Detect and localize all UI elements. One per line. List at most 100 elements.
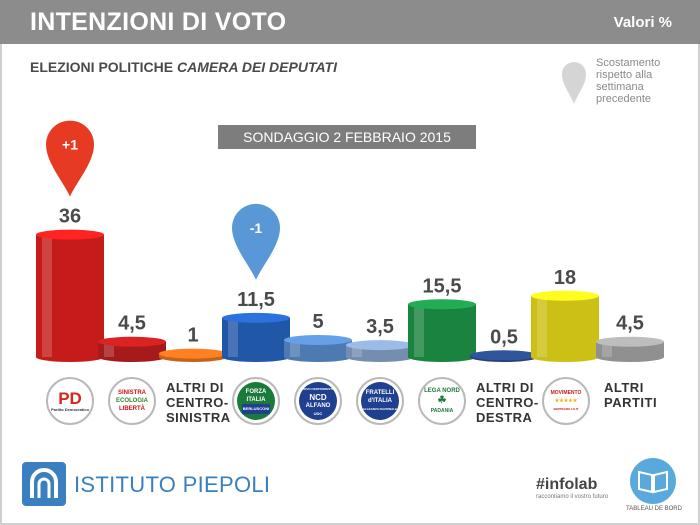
chart-title: INTENZIONI DI VOTO (30, 8, 287, 36)
label-line: ALTRI DI (476, 380, 534, 395)
sel-logo-line3: LIBERTÀ (119, 406, 145, 412)
subtitle-part2: CAMERA DEI DEPUTATI (177, 59, 337, 75)
bar-10 (596, 336, 664, 362)
label-line: ALTRI (604, 380, 644, 395)
value-label: 11,5 (237, 289, 275, 311)
bar-5 (284, 335, 352, 362)
bar-top (98, 336, 166, 347)
fdi-logo: FRATELLI d'ITALIA ALLEANZA NAZIONALE (356, 377, 404, 425)
bar-body (284, 340, 352, 362)
bar-highlight (42, 234, 52, 357)
change-label: +1 (62, 137, 78, 153)
sel-logo-line1: SINISTRA (117, 390, 146, 396)
fi-logo-line3: BERLUSCONI (241, 404, 271, 414)
poll-date-box: SONDAGGIO 2 FEBBRAIO 2015 (218, 125, 476, 149)
bar-top (284, 335, 352, 345)
ncd-logo-line3: ALFANO (305, 402, 331, 409)
bar-3 (159, 348, 227, 362)
value-label: 15,5 (423, 275, 462, 297)
bar-body (36, 234, 104, 362)
label-altri-centro-destra: ALTRI DI CENTRO- DESTRA (476, 380, 539, 425)
bar-highlight (290, 340, 300, 357)
tableau-de-bord-label: TABLEAU DE BORD (626, 506, 682, 512)
bar-2 (98, 336, 166, 362)
pd-logo: PD Partito Democratico (46, 377, 94, 425)
sel-logo-line2: ECOLOGIA (115, 398, 148, 404)
bar-body (596, 341, 664, 362)
unit-label: Valori % (613, 14, 672, 31)
label-line: CENTRO- (476, 395, 539, 410)
lega-logo-emblem: ☘ (437, 395, 447, 406)
bar-1 (36, 229, 104, 362)
value-label: 18 (554, 267, 576, 289)
lega-logo-line1: LEGA NORD (424, 388, 460, 394)
bar-top (596, 336, 664, 347)
bar-highlight (104, 341, 114, 357)
subtitle-part1: ELEZIONI POLITICHE (30, 59, 174, 75)
bar-7 (408, 299, 476, 362)
lega-logo-line2: PADANIA (430, 408, 454, 414)
bar-top (36, 229, 104, 240)
bar-highlight (228, 317, 238, 357)
header-bar: INTENZIONI DI VOTO Valori % (0, 0, 700, 44)
value-label: 3,5 (366, 316, 394, 338)
label-line: ALTRI DI (166, 380, 224, 395)
change-pin-icon (232, 203, 280, 280)
sel-logo: SINISTRA ECOLOGIA LIBERTÀ (108, 377, 156, 425)
value-label: 4,5 (118, 313, 146, 335)
value-label: 36 (59, 206, 81, 228)
change-label: -1 (250, 220, 263, 236)
m5s-logo-line3: BEPPEGRILLO.IT (553, 407, 579, 411)
m5s-logo: MOVIMENTO ★★★★★ BEPPEGRILLO.IT (542, 377, 590, 425)
m5s-logo-line1: MOVIMENTO (550, 390, 582, 396)
bar-highlight (414, 304, 424, 357)
bar-top (531, 290, 599, 301)
pd-logo-text: PD (58, 389, 82, 408)
infolab-tagline: raccontiamo il vostro futuro (536, 494, 609, 500)
bar-highlight (537, 295, 547, 357)
piepoli-text: ISTITUTO PIEPOLI (74, 472, 271, 497)
label-line: SINISTRA (166, 410, 231, 425)
bar-body (222, 317, 290, 362)
ncd-logo-line4: UDC (313, 410, 323, 416)
bar-6 (346, 340, 414, 362)
legend-note: Scostamento rispetto alla settimana prec… (596, 57, 661, 105)
bar-top (346, 340, 414, 351)
fdi-logo-line1: FRATELLI (365, 390, 395, 396)
fi-logo: FORZA ITALIA BERLUSCONI (232, 377, 280, 425)
bar-top (159, 348, 227, 359)
label-line: CENTRO- (166, 395, 229, 410)
tableau-de-bord-icon (630, 458, 676, 504)
bar-top (222, 312, 290, 323)
bar-9 (531, 290, 599, 362)
bar-top (408, 299, 476, 310)
change-pin-icon (46, 120, 94, 197)
m5s-logo-stars: ★★★★★ (554, 398, 578, 404)
fdi-logo-line2: d'ITALIA (368, 398, 392, 404)
bar-8 (470, 350, 538, 362)
fi-logo-line1: FORZA (245, 389, 267, 395)
ncd-logo: NUOVO CENTRODESTRA NCD ALFANO UDC (294, 377, 342, 425)
infolab-logo: #infolab (536, 476, 598, 493)
bar-body (531, 295, 599, 362)
bar-highlight (352, 345, 362, 357)
bar-body (408, 304, 476, 362)
value-label: 4,5 (616, 313, 644, 335)
fi-logo-line2: ITALIA (246, 397, 266, 403)
bar-4 (222, 312, 290, 362)
bar-top (470, 350, 538, 361)
lega-nord-logo: LEGA NORD ☘ PADANIA (418, 377, 466, 425)
piepoli-logo-icon (22, 462, 66, 506)
bar-body (98, 341, 166, 362)
ncd-logo-line1: NUOVO CENTRODESTRA (299, 386, 337, 391)
pd-logo-subtext: Partito Democratico (51, 407, 90, 412)
chart-subtitle: ELEZIONI POLITICHE CAMERA DEI DEPUTATI (30, 59, 337, 75)
legend-pin-icon (562, 62, 586, 104)
value-label: 1 (187, 325, 198, 347)
label-line: DESTRA (476, 410, 533, 425)
ncd-logo-line2: NCD (309, 392, 327, 402)
value-label: 0,5 (490, 326, 518, 348)
label-altri-centro-sinistra: ALTRI DI CENTRO- SINISTRA (166, 380, 231, 425)
